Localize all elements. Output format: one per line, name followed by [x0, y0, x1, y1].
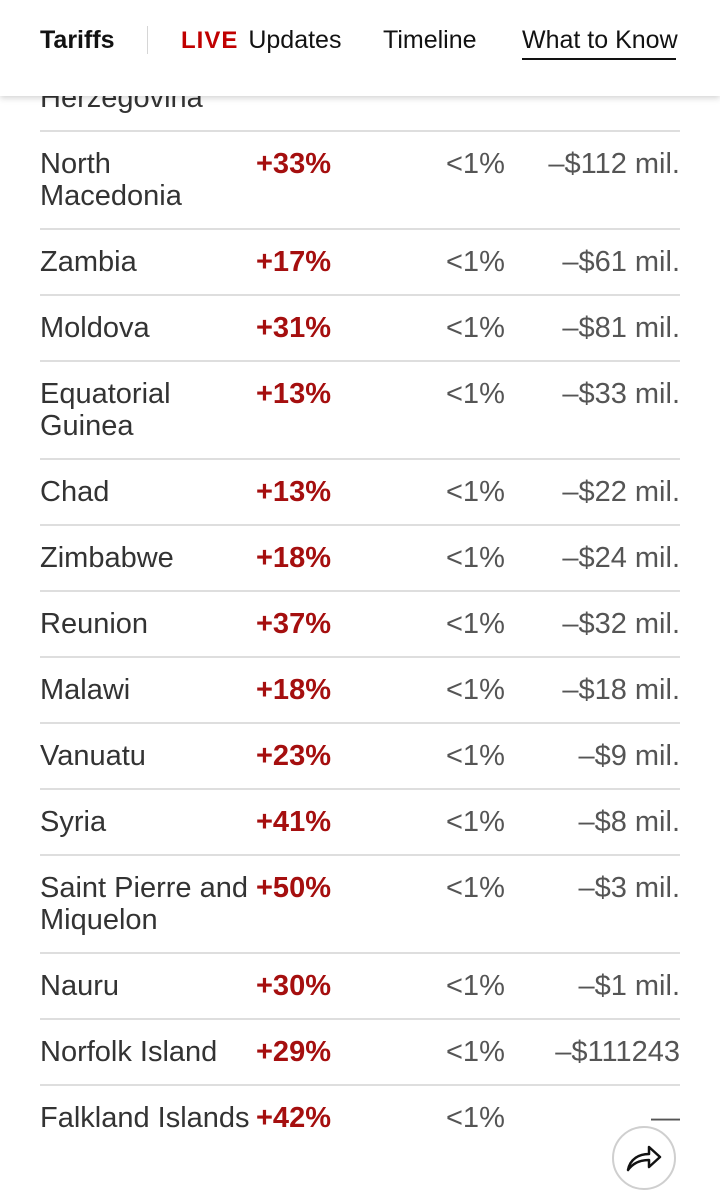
tariff-change: +13% [256, 476, 331, 508]
trade-impact: –$18 mil. [562, 674, 680, 706]
trade-impact: –$22 mil. [562, 476, 680, 508]
import-share: <1% [446, 246, 505, 278]
country-name: Norfolk Island [40, 1036, 218, 1068]
import-share: <1% [446, 378, 505, 410]
tariff-change: +29% [256, 1036, 331, 1068]
tariff-change: +30% [256, 970, 331, 1002]
table-row: Falkland Islands +42% <1% — [40, 1086, 680, 1182]
table-row: Malawi +18% <1% –$18 mil. [40, 658, 680, 724]
trade-impact: –$3 mil. [578, 872, 680, 904]
table-row: Moldova +31% <1% –$81 mil. [40, 296, 680, 362]
timeline-link[interactable]: Timeline [383, 26, 477, 54]
country-name: Syria [40, 806, 107, 838]
country-name: North Macedonia [40, 148, 182, 212]
country-name: Vanuatu [40, 740, 146, 772]
country-name: Saint Pierre and Miquelon [40, 872, 248, 936]
tariff-change: +23% [256, 740, 331, 772]
trade-impact: –$112 mil. [548, 148, 680, 180]
import-share: <1% [446, 1036, 505, 1068]
table-row: Syria +41% <1% –$8 mil. [40, 790, 680, 856]
share-button[interactable] [612, 1126, 676, 1190]
active-tab-underline [522, 58, 676, 60]
trade-impact: –$111243 [555, 1036, 680, 1068]
tariff-table: Herzegovina North Macedonia +33% <1% –$1… [40, 66, 680, 1182]
live-updates-link[interactable]: LIVE Updates [181, 22, 341, 59]
table-row: Nauru +30% <1% –$1 mil. [40, 954, 680, 1020]
country-name: Chad [40, 476, 110, 508]
tariff-change: +17% [256, 246, 331, 278]
tariff-change: +13% [256, 378, 331, 410]
table-row: Equatorial Guinea +13% <1% –$33 mil. [40, 362, 680, 460]
import-share: <1% [446, 806, 505, 838]
tariff-change: +31% [256, 312, 331, 344]
live-badge: LIVE [181, 27, 239, 54]
tariff-change: +41% [256, 806, 331, 838]
import-share: <1% [446, 872, 505, 904]
import-share: <1% [446, 312, 505, 344]
country-name: Zimbabwe [40, 542, 174, 574]
country-name: Reunion [40, 608, 149, 640]
top-nav-bar: Tariffs LIVE Updates Timeline What to Kno… [0, 0, 720, 96]
country-name: Falkland Islands [40, 1102, 250, 1134]
tariff-change: +33% [256, 148, 331, 180]
section-title[interactable]: Tariffs [40, 26, 115, 54]
country-name: Moldova [40, 312, 150, 344]
import-share: <1% [446, 608, 505, 640]
tariff-change: +42% [256, 1102, 331, 1134]
share-arrow-icon [626, 1145, 662, 1172]
import-share: <1% [446, 476, 505, 508]
trade-impact: –$81 mil. [562, 312, 680, 344]
table-row: Chad +13% <1% –$22 mil. [40, 460, 680, 526]
import-share: <1% [446, 1102, 505, 1134]
country-name: Zambia [40, 246, 137, 278]
import-share: <1% [446, 148, 505, 180]
trade-impact: –$24 mil. [562, 542, 680, 574]
table-row: Reunion +37% <1% –$32 mil. [40, 592, 680, 658]
tariff-change: +50% [256, 872, 331, 904]
import-share: <1% [446, 740, 505, 772]
tariff-change: +18% [256, 674, 331, 706]
import-share: <1% [446, 542, 505, 574]
what-to-know-link[interactable]: What to Know [522, 26, 678, 54]
country-name: Malawi [40, 674, 131, 706]
table-row: North Macedonia +33% <1% –$112 mil. [40, 132, 680, 230]
trade-impact: –$9 mil. [578, 740, 680, 772]
table-row: Zimbabwe +18% <1% –$24 mil. [40, 526, 680, 592]
import-share: <1% [446, 674, 505, 706]
table-row: Saint Pierre and Miquelon +50% <1% –$3 m… [40, 856, 680, 954]
trade-impact: –$8 mil. [578, 806, 680, 838]
trade-impact: –$32 mil. [562, 608, 680, 640]
nav-divider [147, 26, 148, 54]
country-name: Nauru [40, 970, 119, 1002]
country-name: Equatorial Guinea [40, 378, 171, 442]
table-row: Norfolk Island +29% <1% –$111243 [40, 1020, 680, 1086]
trade-impact: –$1 mil. [578, 970, 680, 1002]
updates-label: Updates [248, 26, 342, 54]
table-row: Vanuatu +23% <1% –$9 mil. [40, 724, 680, 790]
trade-impact: –$61 mil. [562, 246, 680, 278]
table-row: Zambia +17% <1% –$61 mil. [40, 230, 680, 296]
import-share: <1% [446, 970, 505, 1002]
tariff-change: +37% [256, 608, 331, 640]
tariff-change: +18% [256, 542, 331, 574]
trade-impact: –$33 mil. [562, 378, 680, 410]
